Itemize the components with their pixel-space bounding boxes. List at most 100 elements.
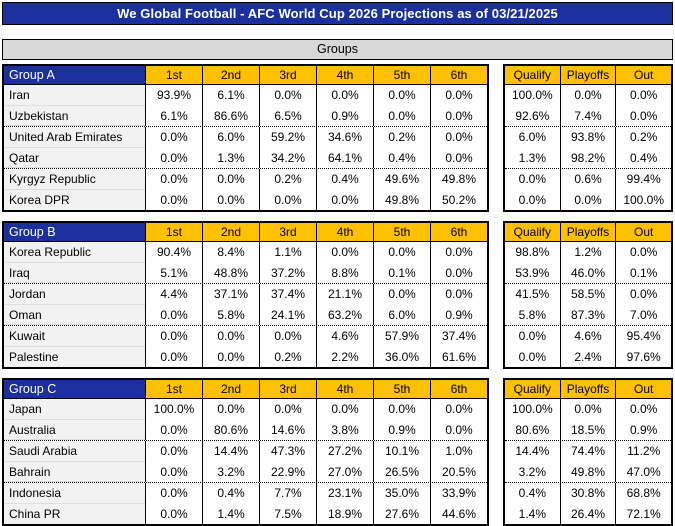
- outcome-probability-cell: 100.0%: [511, 88, 553, 103]
- position-header-cell: 2nd: [202, 380, 259, 398]
- position-probability-cell: 6.1%: [145, 105, 202, 126]
- position-probability-cell: 2.2%: [316, 346, 373, 367]
- position-header-cell: 6th: [430, 380, 487, 398]
- position-probability-cell: 21.1%: [316, 284, 373, 305]
- outcome-probability-cell: 95.4%: [615, 326, 671, 347]
- position-probability-cell: 49.8%: [430, 169, 487, 190]
- team-name-cell: Kuwait: [4, 326, 145, 347]
- outcome-row: 0.0% 4.6% 95.4%: [505, 326, 671, 347]
- group-block: Group C 1st 2nd 3rd 4th 5th 6th Japan 100.0% 0.0%…: [2, 378, 675, 526]
- position-probability-cell: 0.0%: [145, 147, 202, 168]
- outcome-row: 6.0% 93.8% 0.2%: [505, 127, 671, 148]
- outcome-row: 1.4% 26.4% 72.1%: [505, 503, 671, 524]
- outcome-probability-cell: 47.0%: [615, 461, 671, 482]
- position-probability-cell: 0.9%: [316, 105, 373, 126]
- position-probability-cell: 0.0%: [316, 85, 373, 106]
- outcome-probability-cell: 0.0%: [615, 284, 671, 305]
- team-row: Australia 0.0% 80.6% 14.6% 3.8% 0.9% 0.0%: [4, 419, 487, 441]
- position-probability-cell: 7.7%: [259, 483, 316, 504]
- team-name-cell: Korea DPR: [4, 189, 145, 210]
- outcome-probability-cell: 0.0%: [615, 242, 671, 263]
- outcome-row: 0.0% 0.0% 100.0%: [505, 189, 671, 210]
- outcome-header-cell: Qualify: [505, 380, 560, 398]
- group-block: Group B 1st 2nd 3rd 4th 5th 6th Korea Republic 9…: [2, 221, 675, 369]
- position-probability-cell: 0.0%: [259, 399, 316, 420]
- position-header-cell: 1st: [145, 380, 202, 398]
- outcomes-header-row: Qualify Playoffs Out: [505, 223, 672, 242]
- team-name-cell: Korea Republic: [4, 242, 145, 263]
- position-probability-cell: 0.0%: [202, 326, 259, 347]
- position-probability-cell: 63.2%: [316, 304, 373, 325]
- outcome-row: 92.6% 7.4% 0.0%: [505, 105, 671, 127]
- group-table-positions: Group C 1st 2nd 3rd 4th 5th 6th Japan 100.0% 0.0%…: [2, 378, 489, 526]
- outcome-probability-cell: 4.6%: [559, 326, 616, 347]
- outcome-header-cell: Playoffs: [559, 380, 616, 398]
- team-name-cell: Kyrgyz Republic: [4, 169, 145, 190]
- position-header-cell: 5th: [373, 66, 430, 84]
- position-probability-cell: 4.6%: [316, 326, 373, 347]
- position-probability-cell: 0.0%: [145, 441, 202, 462]
- position-probability-cell: 34.2%: [259, 147, 316, 168]
- position-probability-cell: 0.0%: [373, 85, 430, 106]
- position-probability-cell: 0.0%: [145, 304, 202, 325]
- position-probability-cell: 0.2%: [373, 127, 430, 148]
- outcome-row: 1.3% 98.2% 0.4%: [505, 147, 671, 169]
- position-probability-cell: 0.0%: [373, 105, 430, 126]
- outcome-probability-cell: 0.0%: [518, 329, 547, 344]
- position-probability-cell: 64.1%: [316, 147, 373, 168]
- position-probability-cell: 57.9%: [373, 326, 430, 347]
- groups-container: Group A 1st 2nd 3rd 4th 5th 6th Iran 93.9% 6.1% 0.…: [2, 64, 675, 526]
- outcome-probability-cell: 46.0%: [559, 262, 616, 283]
- position-probability-cell: 0.0%: [316, 189, 373, 210]
- outcome-probability-cell: 98.8%: [515, 245, 550, 260]
- outcomes-header-row: Qualify Playoffs Out: [505, 380, 672, 399]
- position-probability-cell: 5.1%: [145, 262, 202, 283]
- position-probability-cell: 22.9%: [259, 461, 316, 482]
- position-probability-cell: 37.4%: [259, 284, 316, 305]
- outcome-probability-cell: 5.8%: [518, 307, 547, 322]
- position-probability-cell: 0.0%: [145, 461, 202, 482]
- position-probability-cell: 6.0%: [202, 127, 259, 148]
- outcome-probability-cell: 0.0%: [615, 85, 671, 106]
- outcome-probability-cell: 7.0%: [615, 304, 671, 325]
- position-probability-cell: 0.1%: [373, 262, 430, 283]
- outcome-row: 100.0% 0.0% 0.0%: [505, 399, 671, 420]
- team-row: Oman 0.0% 5.8% 24.1% 63.2% 6.0% 0.9%: [4, 304, 487, 326]
- team-name-cell: Indonesia: [4, 483, 145, 504]
- outcome-header-cell: Out: [615, 380, 672, 398]
- outcome-probability-cell: 0.0%: [559, 399, 616, 420]
- position-header-cell: 3rd: [259, 380, 316, 398]
- team-name-cell: Jordan: [4, 284, 145, 305]
- team-row: Uzbekistan 6.1% 86.6% 6.5% 0.9% 0.0% 0.0%: [4, 105, 487, 127]
- position-probability-cell: 10.1%: [373, 441, 430, 462]
- group-table-positions: Group A 1st 2nd 3rd 4th 5th 6th Iran 93.9% 6.1% 0.…: [2, 64, 489, 212]
- group-name-cell: Group B: [4, 223, 145, 241]
- outcome-probability-cell: 100.0%: [511, 402, 553, 417]
- position-probability-cell: 1.3%: [202, 147, 259, 168]
- position-probability-cell: 86.6%: [202, 105, 259, 126]
- group-table-positions: Group B 1st 2nd 3rd 4th 5th 6th Korea Republic 9…: [2, 221, 489, 369]
- outcome-probability-cell: 0.1%: [615, 262, 671, 283]
- outcome-header-cell: Qualify: [505, 66, 560, 84]
- outcome-row: 14.4% 74.4% 11.2%: [505, 441, 671, 462]
- team-name-cell: Bahrain: [4, 461, 145, 482]
- position-probability-cell: 61.6%: [430, 346, 487, 367]
- group-header-row: Group A 1st 2nd 3rd 4th 5th 6th: [4, 66, 487, 85]
- position-probability-cell: 0.2%: [259, 169, 316, 190]
- position-header-cell: 1st: [145, 66, 202, 84]
- team-row: Indonesia 0.0% 0.4% 7.7% 23.1% 35.0% 33.9%: [4, 483, 487, 504]
- position-probability-cell: 1.1%: [259, 242, 316, 263]
- group-block: Group A 1st 2nd 3rd 4th 5th 6th Iran 93.9% 6.1% 0.…: [2, 64, 675, 212]
- team-name-cell: Uzbekistan: [4, 105, 145, 126]
- position-probability-cell: 20.5%: [430, 461, 487, 482]
- team-name-cell: Palestine: [4, 346, 145, 367]
- position-probability-cell: 49.6%: [373, 169, 430, 190]
- outcome-probability-cell: 0.0%: [615, 105, 671, 126]
- group-table-outcomes: Qualify Playoffs Out 98.8% 1.2% 0.0% 53.9% 46.0…: [503, 221, 673, 369]
- position-probability-cell: 0.0%: [430, 242, 487, 263]
- position-header-cell: 4th: [316, 223, 373, 241]
- group-header-row: Group C 1st 2nd 3rd 4th 5th 6th: [4, 380, 487, 399]
- position-header-cell: 3rd: [259, 66, 316, 84]
- position-probability-cell: 0.0%: [202, 346, 259, 367]
- position-probability-cell: 0.0%: [145, 127, 202, 148]
